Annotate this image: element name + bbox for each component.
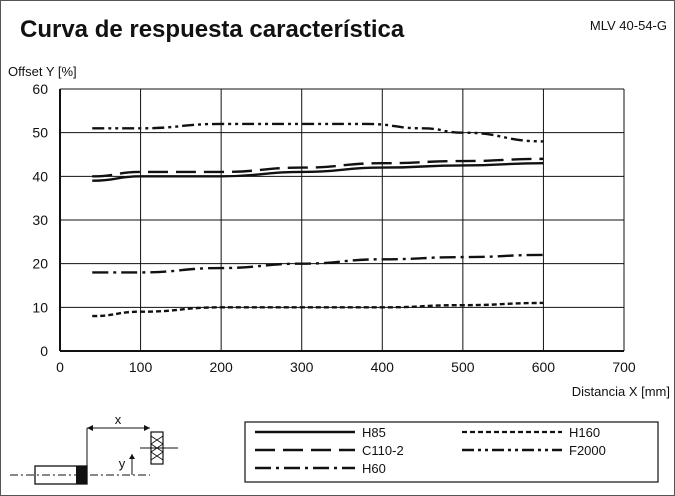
y-tick-label-10: 10 [32,299,48,315]
x-tick-label-700: 700 [612,359,636,375]
x-tick-label-100: 100 [129,359,153,375]
x-tick-label-200: 200 [209,359,233,375]
chart-title: Curva de respuesta característica [20,16,405,43]
y-arrow-head [129,454,135,459]
x-tick-label-500: 500 [451,359,475,375]
y-tick-label-0: 0 [40,343,48,359]
x-tick-label-0: 0 [56,359,64,375]
legend: H85 C110-2 H60 H160 F2000 [244,421,659,483]
legend-label-f2000: F2000 [569,443,606,458]
x-tick-label-600: 600 [532,359,556,375]
model-code: MLV 40-54-G [589,18,667,33]
x-axis-label: Distancia X [mm] [572,384,670,399]
diagram-x-label: x [115,412,122,427]
x-tick-label-300: 300 [290,359,314,375]
legend-label-c110-2: C110-2 [362,443,404,458]
legend-label-h160: H160 [569,425,600,440]
y-tick-label-30: 30 [32,212,48,228]
y-tick-label-20: 20 [32,256,48,272]
x-arrow-head-left [87,425,93,431]
series-line-h160 [92,301,544,318]
x-tick-label-400: 400 [371,359,395,375]
series-line-c110-2 [92,157,544,178]
y-axis-label: Offset Y [%] [8,64,77,79]
y-tick-label-50: 50 [32,125,48,141]
series-line-h60 [92,253,544,274]
series-line-h85 [92,162,544,182]
sensor-diagram: x y [10,412,178,485]
legend-label-h85: H85 [362,425,386,440]
y-tick-label-40: 40 [32,168,48,184]
series-line-f2000 [92,122,544,143]
x-arrow-head-right [144,425,150,431]
y-tick-label-60: 60 [32,81,48,97]
diagram-y-label: y [119,456,126,471]
legend-label-h60: H60 [362,461,386,476]
